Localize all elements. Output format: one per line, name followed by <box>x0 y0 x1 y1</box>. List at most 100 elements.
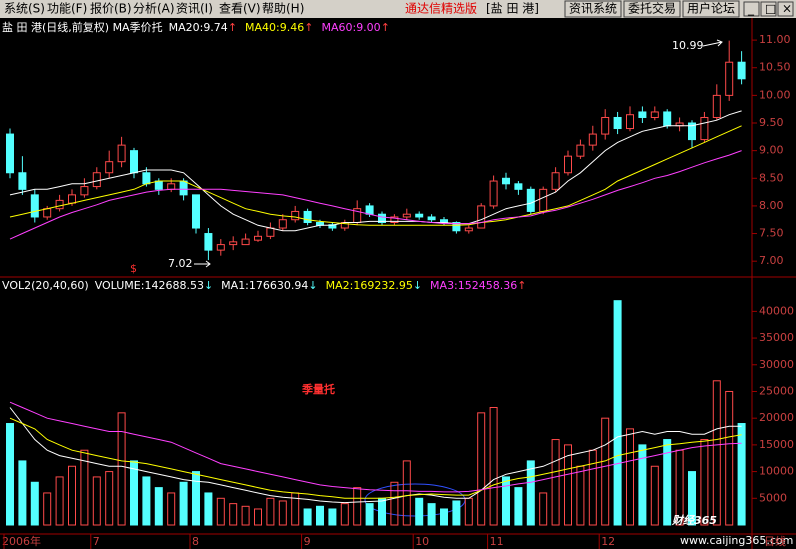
panel-title: VOL2(20,40,60) <box>2 279 89 292</box>
candle-body <box>601 116 610 135</box>
candle-body <box>539 188 548 212</box>
volume-bar <box>415 497 424 526</box>
candle-body <box>489 180 498 207</box>
y-tick-label: 11.00 <box>759 33 791 46</box>
window-control-icon[interactable]: □ <box>765 2 776 16</box>
legend-text: MA2:169232.95 <box>326 279 413 292</box>
candle-body <box>613 116 622 130</box>
volume-bar <box>105 471 114 526</box>
button-frame[interactable] <box>564 0 622 18</box>
volume-bar <box>700 439 709 526</box>
candle-body <box>464 227 473 232</box>
button[interactable]: 资讯系统 <box>569 2 617 16</box>
candle-body <box>477 205 486 229</box>
x-tick-label: 12 <box>601 535 615 548</box>
window-control[interactable] <box>760 1 777 17</box>
candle-body <box>626 114 634 130</box>
menu-item[interactable]: 报价(B) <box>90 1 132 16</box>
legend-arrow: ↑ <box>517 279 526 292</box>
ma-line <box>9 401 742 493</box>
candle-body <box>328 224 337 229</box>
candle-body <box>502 177 510 185</box>
button-frame[interactable] <box>623 0 681 18</box>
volume-bar <box>440 508 448 526</box>
volume-bar <box>365 503 374 526</box>
menu-item[interactable]: 系统(S) <box>4 2 45 16</box>
window-control[interactable] <box>743 1 760 17</box>
window-control-icon[interactable]: _ <box>747 2 755 16</box>
x-tick-label: 7 <box>93 535 100 548</box>
candle-body <box>55 199 64 210</box>
candle-body <box>390 216 399 223</box>
candle-body <box>204 233 213 251</box>
stock-button[interactable]: [盐 田 港] <box>486 2 539 16</box>
candle-body <box>427 216 436 221</box>
volume-bar <box>6 423 14 526</box>
volume-bar <box>216 497 225 526</box>
candle-body <box>167 183 176 190</box>
volume-bar <box>725 390 734 526</box>
x-tick-label: 9 <box>304 535 311 548</box>
button[interactable]: 委托交易 <box>628 1 676 16</box>
candle-body <box>737 61 746 80</box>
menu-item[interactable]: 查看(V) <box>219 2 261 16</box>
candle-body <box>266 227 275 237</box>
y-tick-label: 25000 <box>759 384 794 397</box>
window-control-icon[interactable]: × <box>782 2 792 16</box>
y-tick-label: 15000 <box>759 438 794 451</box>
y-tick-label: 7.00 <box>759 254 784 267</box>
volume-bar <box>142 476 151 526</box>
button[interactable]: 用户论坛 <box>687 1 735 16</box>
watermark-brand: 财经365 <box>671 514 717 527</box>
candle-body <box>291 210 300 221</box>
legend-arrow: ↑ <box>304 21 313 34</box>
volume-bar <box>229 503 238 526</box>
candle-body <box>43 208 52 218</box>
candle-body <box>229 241 238 246</box>
annotation-arrow <box>194 260 211 268</box>
legend-arrow: ↓ <box>413 279 422 292</box>
menu-item[interactable]: 功能(F) <box>47 2 87 16</box>
candle-body <box>6 133 14 174</box>
button-frame[interactable] <box>682 0 740 18</box>
candle-body <box>254 235 262 241</box>
candle-body <box>688 122 696 141</box>
volume-bar <box>353 487 362 526</box>
candle-body <box>700 116 709 141</box>
volume-bar <box>601 417 610 526</box>
legend-arrow: ↓ <box>204 279 213 292</box>
candle-body <box>278 219 287 229</box>
volume-bar <box>266 497 275 526</box>
volume-bar <box>80 449 89 526</box>
y-tick-label: 10000 <box>759 465 794 478</box>
ma-line <box>9 110 742 232</box>
volume-bar <box>712 380 721 526</box>
candle-body <box>117 144 126 163</box>
period-label: 日线 <box>764 534 786 548</box>
x-tick-label: 2006年 <box>2 534 41 548</box>
candle-body <box>402 213 411 218</box>
legend-text: MA40:9.46 <box>245 21 304 34</box>
candle-body <box>650 111 659 118</box>
volume-bar <box>316 505 324 526</box>
volume-bar <box>154 487 163 526</box>
volume-bar <box>526 460 535 526</box>
app-title: 通达信精选版 <box>405 2 477 16</box>
window-control[interactable] <box>777 1 794 17</box>
menu-item[interactable]: 分析(A) <box>133 2 175 16</box>
volume-bar <box>477 412 486 526</box>
volume-bar <box>638 444 647 526</box>
candle-body <box>216 244 225 251</box>
menu-item[interactable]: 帮助(H) <box>262 2 304 16</box>
volume-bar <box>514 487 523 526</box>
candle-body <box>30 194 39 218</box>
candle-body <box>588 133 597 146</box>
menu-item[interactable]: 资讯(I) <box>176 2 213 16</box>
volume-bar <box>663 439 672 526</box>
candle-body <box>154 180 163 190</box>
volume-bar <box>179 481 188 526</box>
volume-bar <box>241 505 250 526</box>
y-tick-label: 7.50 <box>759 227 784 240</box>
candle-body <box>241 238 250 246</box>
volume-bar <box>340 503 349 526</box>
